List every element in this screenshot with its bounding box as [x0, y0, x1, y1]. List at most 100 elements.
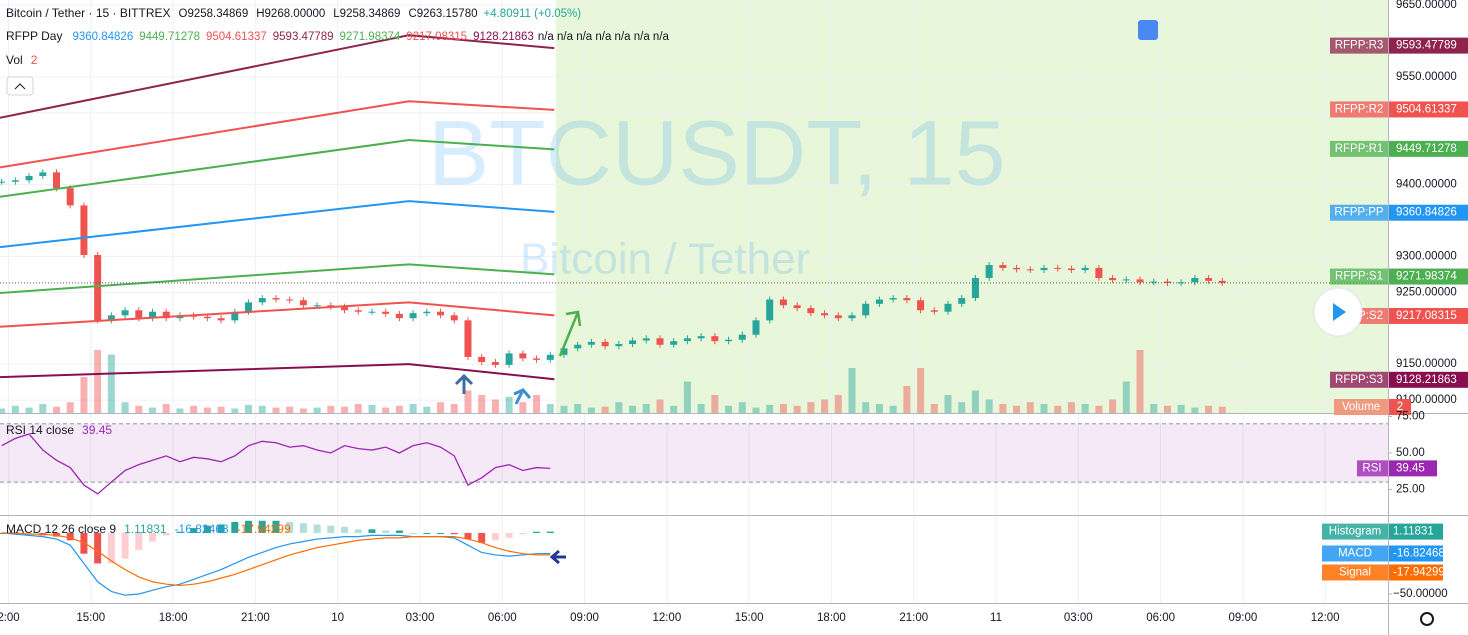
histogram-bar [25, 532, 33, 535]
pivot-name: RFPP:R1 [1335, 143, 1384, 155]
candle-body [875, 299, 883, 304]
candle-body [0, 181, 6, 183]
macd-title-value: -16.82468 [175, 522, 229, 536]
legend-line: Vol 2 [6, 53, 38, 67]
x-tick-label: 18:00 [159, 612, 188, 624]
collapse-button[interactable] [6, 76, 34, 96]
pivot-value-box [1389, 101, 1468, 118]
volume-bar [1136, 350, 1144, 413]
volume-bar [1163, 405, 1171, 413]
volume-bar [587, 407, 595, 413]
indicator-value: 9504.61337 [206, 31, 267, 43]
y-tick-label: −50.00000 [1393, 588, 1448, 600]
candle-body [437, 311, 445, 316]
candle-body [53, 172, 61, 189]
volume-bar [327, 405, 335, 413]
macd-name-box [1322, 523, 1388, 540]
watermark-name: Bitcoin / Tether [520, 235, 810, 284]
candle-body [382, 311, 390, 314]
legend-line: MACD 12 26 close 9 1.11831 -16.82468 -17.94… [6, 522, 291, 536]
volume-bar [574, 404, 582, 413]
volume-bar [217, 406, 225, 413]
volume-bar [917, 368, 925, 413]
histogram-bar [176, 531, 184, 533]
volume-bar [560, 405, 568, 413]
pivot-value-box [1389, 268, 1468, 285]
volume-bar [752, 407, 760, 413]
candle-body [299, 300, 307, 306]
candle-body [162, 311, 170, 319]
volume-bar [245, 404, 253, 413]
volume-bar [286, 406, 294, 413]
volume-bar [203, 407, 211, 413]
volume-bar [1218, 406, 1226, 413]
volume-bar [149, 407, 157, 413]
volume-bar [821, 399, 829, 413]
candle-body [203, 316, 211, 319]
y-tick-label: 9250.00000 [1396, 286, 1457, 298]
histogram-bar [327, 525, 335, 533]
y-tick-label: 9550.00000 [1396, 71, 1457, 83]
candle-body [395, 313, 403, 319]
volume-bar [1177, 404, 1185, 413]
volume-bar [958, 402, 966, 413]
histogram-bar [491, 532, 499, 541]
histogram-bar [546, 531, 554, 533]
candle-body [368, 311, 376, 313]
volume-bar [491, 399, 499, 413]
pivot-curve [0, 363, 555, 381]
candle-body [738, 334, 746, 340]
volume-bar [903, 386, 911, 413]
histogram-bar [149, 532, 157, 542]
pivot-name: RFPP:R2 [1335, 103, 1384, 115]
candle-body [642, 338, 650, 341]
pivot-value-box [1389, 371, 1468, 388]
x-tick-label: 03:00 [1064, 612, 1093, 624]
macd-value: 1.11831 [1393, 526, 1434, 538]
ohlc-value: C9263.15780 [408, 8, 477, 20]
volume-bar [505, 396, 513, 413]
volume-bar [107, 354, 115, 413]
candle-body [752, 320, 760, 335]
pivot-value: 9360.84826 [1396, 207, 1457, 219]
macd-line [1, 532, 551, 596]
volume-bar [1067, 402, 1075, 413]
histogram-bar [217, 524, 225, 533]
candle-body [341, 306, 349, 311]
volume-value-box [1389, 399, 1411, 415]
highlight-region [556, 0, 1388, 413]
macd-value-box [1389, 523, 1443, 540]
candle-body [601, 341, 609, 347]
volume-bar [1205, 405, 1213, 413]
histogram-bar [66, 532, 74, 541]
pivot-value: 9128.21863 [1396, 374, 1457, 386]
histogram-bar [341, 526, 349, 533]
volume-bar [1191, 407, 1199, 413]
histogram-bar [162, 532, 170, 536]
pivot-value-box [1389, 140, 1468, 157]
pivot-name-box [1330, 371, 1388, 388]
candle-body [66, 188, 74, 206]
grid [0, 0, 1392, 603]
candle-body [958, 298, 966, 304]
candle-body [80, 205, 88, 255]
macd-name: Histogram [1329, 526, 1381, 538]
histogram-bar [450, 532, 458, 535]
histogram-bar [533, 531, 541, 533]
candle-body [1122, 279, 1130, 281]
x-tick-label: 12:00 [652, 612, 681, 624]
candle-body [1109, 277, 1117, 281]
macd-title: MACD 12 26 close 9 [6, 522, 116, 536]
arrow-annotation [454, 373, 474, 394]
x-tick-label: 15:00 [735, 612, 764, 624]
volume-bar [258, 405, 266, 413]
translate-icon[interactable] [1138, 20, 1158, 40]
x-tick-label: 21:00 [241, 612, 270, 624]
settings-button[interactable] [1420, 612, 1434, 626]
histogram-bar [53, 532, 61, 537]
x-tick-label: 12:00 [1311, 612, 1340, 624]
volume-bar [629, 405, 637, 413]
candle-body [1205, 277, 1213, 281]
y-tick-label: 50.00 [1396, 447, 1425, 459]
